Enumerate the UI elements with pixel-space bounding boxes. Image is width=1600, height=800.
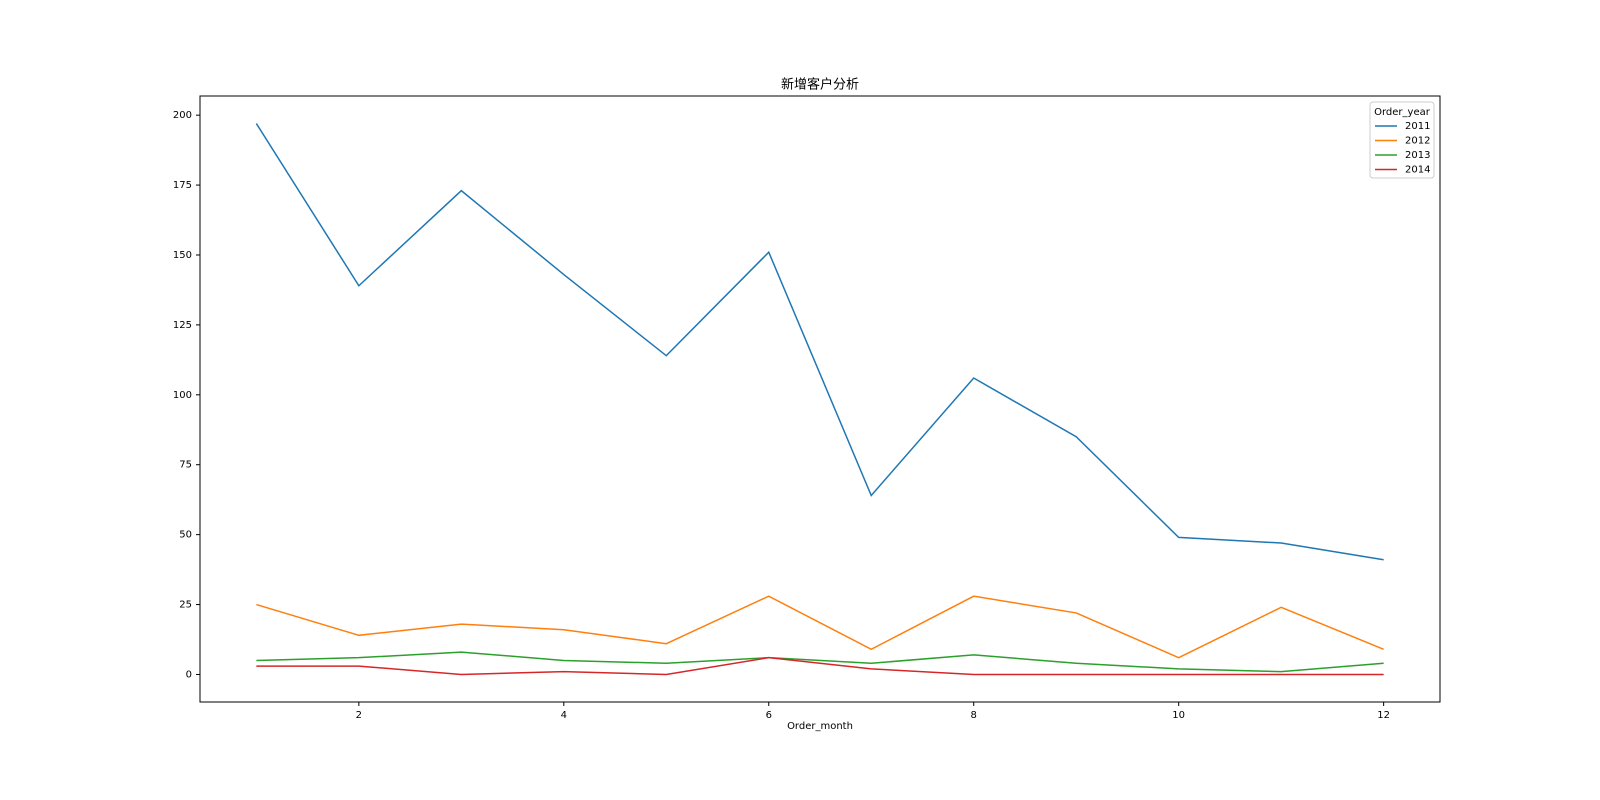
x-tick-label: 8 xyxy=(971,710,977,721)
x-tick-label: 10 xyxy=(1172,710,1185,721)
legend-label: 2012 xyxy=(1405,136,1430,147)
y-tick-label: 100 xyxy=(173,390,192,401)
x-tick-label: 6 xyxy=(766,710,772,721)
data-line xyxy=(256,595,1384,659)
legend-label: 2013 xyxy=(1405,150,1430,161)
x-tick-label: 12 xyxy=(1377,710,1390,721)
y-tick-label: 175 xyxy=(173,180,192,191)
legend-title: Order_year xyxy=(1374,107,1431,118)
y-tick-label: 200 xyxy=(173,110,192,121)
y-tick-label: 25 xyxy=(179,600,192,611)
y-tick-label: 50 xyxy=(179,530,192,541)
legend-box xyxy=(1369,101,1435,179)
data-line xyxy=(256,656,1384,676)
y-tick-label: 75 xyxy=(179,460,192,471)
y-tick-label: 0 xyxy=(186,669,192,680)
legend: Order_year 2011 2012 2013 2014 xyxy=(1369,101,1435,179)
x-tick-label: 4 xyxy=(561,710,567,721)
chart-title: 新增客户分析 xyxy=(781,77,859,93)
data-line xyxy=(256,651,1384,673)
y-tick-label: 125 xyxy=(173,320,192,331)
plot-frame xyxy=(199,95,1441,703)
y-tick-label: 150 xyxy=(173,250,192,261)
legend-label: 2014 xyxy=(1405,165,1430,176)
legend-label: 2011 xyxy=(1405,121,1430,132)
x-axis-label: Order_month xyxy=(787,721,853,732)
data-line xyxy=(255,123,1384,561)
x-tick-label: 2 xyxy=(356,710,362,721)
